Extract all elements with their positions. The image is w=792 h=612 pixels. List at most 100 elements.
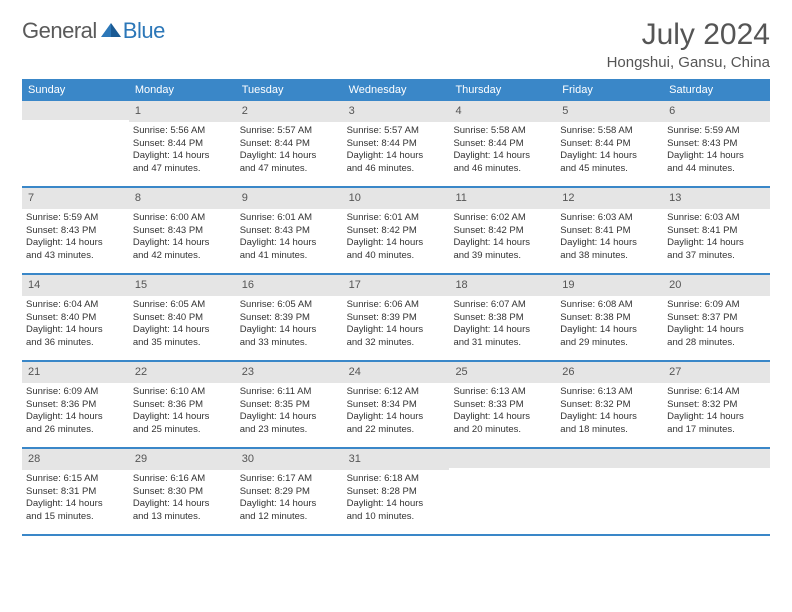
day-number: 15 (129, 275, 236, 296)
day-daylight2: and 10 minutes. (347, 511, 446, 524)
week-row: 1Sunrise: 5:56 AMSunset: 8:44 PMDaylight… (22, 101, 770, 188)
header: General Blue July 2024 Hongshui, Gansu, … (22, 18, 770, 71)
day-body: Sunrise: 6:03 AMSunset: 8:41 PMDaylight:… (663, 209, 770, 269)
day-number: 8 (129, 188, 236, 209)
day-daylight1: Daylight: 14 hours (133, 324, 232, 337)
day-number: 23 (236, 362, 343, 383)
day-sunrise: Sunrise: 6:02 AM (453, 212, 552, 225)
day-sunset: Sunset: 8:43 PM (133, 225, 232, 238)
day-daylight2: and 39 minutes. (453, 250, 552, 263)
day-daylight2: and 23 minutes. (240, 424, 339, 437)
day-sunset: Sunset: 8:43 PM (240, 225, 339, 238)
day-daylight1: Daylight: 14 hours (347, 237, 446, 250)
day-daylight2: and 40 minutes. (347, 250, 446, 263)
day-number: 25 (449, 362, 556, 383)
day-cell: 25Sunrise: 6:13 AMSunset: 8:33 PMDayligh… (449, 362, 556, 447)
day-daylight2: and 41 minutes. (240, 250, 339, 263)
day-sunrise: Sunrise: 6:13 AM (560, 386, 659, 399)
day-daylight2: and 17 minutes. (667, 424, 766, 437)
day-body: Sunrise: 5:58 AMSunset: 8:44 PMDaylight:… (449, 122, 556, 182)
day-number: 26 (556, 362, 663, 383)
day-number: 18 (449, 275, 556, 296)
day-daylight1: Daylight: 14 hours (240, 411, 339, 424)
day-number: 13 (663, 188, 770, 209)
day-body: Sunrise: 6:01 AMSunset: 8:42 PMDaylight:… (343, 209, 450, 269)
day-cell: 20Sunrise: 6:09 AMSunset: 8:37 PMDayligh… (663, 275, 770, 360)
day-daylight2: and 22 minutes. (347, 424, 446, 437)
day-sunrise: Sunrise: 6:06 AM (347, 299, 446, 312)
weekday-header-row: Sunday Monday Tuesday Wednesday Thursday… (22, 79, 770, 101)
day-sunset: Sunset: 8:28 PM (347, 486, 446, 499)
day-sunset: Sunset: 8:44 PM (453, 138, 552, 151)
day-number: 4 (449, 101, 556, 122)
day-daylight2: and 36 minutes. (26, 337, 125, 350)
day-cell: 5Sunrise: 5:58 AMSunset: 8:44 PMDaylight… (556, 101, 663, 186)
calendar-page: General Blue July 2024 Hongshui, Gansu, … (0, 0, 792, 554)
day-cell: 10Sunrise: 6:01 AMSunset: 8:42 PMDayligh… (343, 188, 450, 273)
day-number: 21 (22, 362, 129, 383)
day-cell: 8Sunrise: 6:00 AMSunset: 8:43 PMDaylight… (129, 188, 236, 273)
day-sunrise: Sunrise: 5:58 AM (453, 125, 552, 138)
day-number: 24 (343, 362, 450, 383)
day-cell: 12Sunrise: 6:03 AMSunset: 8:41 PMDayligh… (556, 188, 663, 273)
day-body: Sunrise: 6:14 AMSunset: 8:32 PMDaylight:… (663, 383, 770, 443)
day-number: 20 (663, 275, 770, 296)
day-sunrise: Sunrise: 6:09 AM (667, 299, 766, 312)
day-daylight1: Daylight: 14 hours (133, 498, 232, 511)
day-number: 7 (22, 188, 129, 209)
day-sunrise: Sunrise: 5:59 AM (667, 125, 766, 138)
calendar-grid: Sunday Monday Tuesday Wednesday Thursday… (22, 79, 770, 536)
day-sunset: Sunset: 8:36 PM (133, 399, 232, 412)
day-body: Sunrise: 6:13 AMSunset: 8:32 PMDaylight:… (556, 383, 663, 443)
day-sunrise: Sunrise: 6:14 AM (667, 386, 766, 399)
day-daylight2: and 44 minutes. (667, 163, 766, 176)
day-number: 10 (343, 188, 450, 209)
day-daylight1: Daylight: 14 hours (667, 324, 766, 337)
day-body: Sunrise: 6:18 AMSunset: 8:28 PMDaylight:… (343, 470, 450, 530)
day-cell (22, 101, 129, 186)
day-sunset: Sunset: 8:44 PM (240, 138, 339, 151)
day-sunrise: Sunrise: 6:08 AM (560, 299, 659, 312)
day-cell: 31Sunrise: 6:18 AMSunset: 8:28 PMDayligh… (343, 449, 450, 534)
day-daylight1: Daylight: 14 hours (26, 498, 125, 511)
day-number: 14 (22, 275, 129, 296)
day-daylight2: and 29 minutes. (560, 337, 659, 350)
day-body (22, 120, 129, 180)
day-number: 27 (663, 362, 770, 383)
day-body: Sunrise: 5:59 AMSunset: 8:43 PMDaylight:… (22, 209, 129, 269)
day-body: Sunrise: 5:58 AMSunset: 8:44 PMDaylight:… (556, 122, 663, 182)
month-title: July 2024 (607, 18, 770, 52)
day-sunrise: Sunrise: 5:58 AM (560, 125, 659, 138)
day-body: Sunrise: 6:16 AMSunset: 8:30 PMDaylight:… (129, 470, 236, 530)
day-sunset: Sunset: 8:40 PM (133, 312, 232, 325)
weekday-header: Wednesday (343, 79, 450, 101)
day-sunrise: Sunrise: 5:57 AM (347, 125, 446, 138)
day-sunrise: Sunrise: 6:05 AM (133, 299, 232, 312)
day-daylight1: Daylight: 14 hours (453, 150, 552, 163)
day-body: Sunrise: 6:09 AMSunset: 8:37 PMDaylight:… (663, 296, 770, 356)
day-sunset: Sunset: 8:34 PM (347, 399, 446, 412)
day-body: Sunrise: 6:00 AMSunset: 8:43 PMDaylight:… (129, 209, 236, 269)
day-sunrise: Sunrise: 6:03 AM (560, 212, 659, 225)
day-sunrise: Sunrise: 6:01 AM (240, 212, 339, 225)
day-daylight1: Daylight: 14 hours (133, 237, 232, 250)
day-daylight2: and 42 minutes. (133, 250, 232, 263)
day-cell: 29Sunrise: 6:16 AMSunset: 8:30 PMDayligh… (129, 449, 236, 534)
day-sunrise: Sunrise: 6:11 AM (240, 386, 339, 399)
day-number (22, 101, 129, 120)
week-row: 14Sunrise: 6:04 AMSunset: 8:40 PMDayligh… (22, 275, 770, 362)
day-daylight2: and 18 minutes. (560, 424, 659, 437)
day-sunset: Sunset: 8:31 PM (26, 486, 125, 499)
day-body: Sunrise: 6:15 AMSunset: 8:31 PMDaylight:… (22, 470, 129, 530)
day-sunrise: Sunrise: 6:07 AM (453, 299, 552, 312)
day-body: Sunrise: 6:10 AMSunset: 8:36 PMDaylight:… (129, 383, 236, 443)
day-sunset: Sunset: 8:41 PM (667, 225, 766, 238)
day-number: 12 (556, 188, 663, 209)
day-sunset: Sunset: 8:39 PM (240, 312, 339, 325)
day-cell: 11Sunrise: 6:02 AMSunset: 8:42 PMDayligh… (449, 188, 556, 273)
day-body (449, 468, 556, 528)
day-sunset: Sunset: 8:38 PM (560, 312, 659, 325)
day-sunset: Sunset: 8:40 PM (26, 312, 125, 325)
weekday-header: Monday (129, 79, 236, 101)
day-daylight2: and 13 minutes. (133, 511, 232, 524)
